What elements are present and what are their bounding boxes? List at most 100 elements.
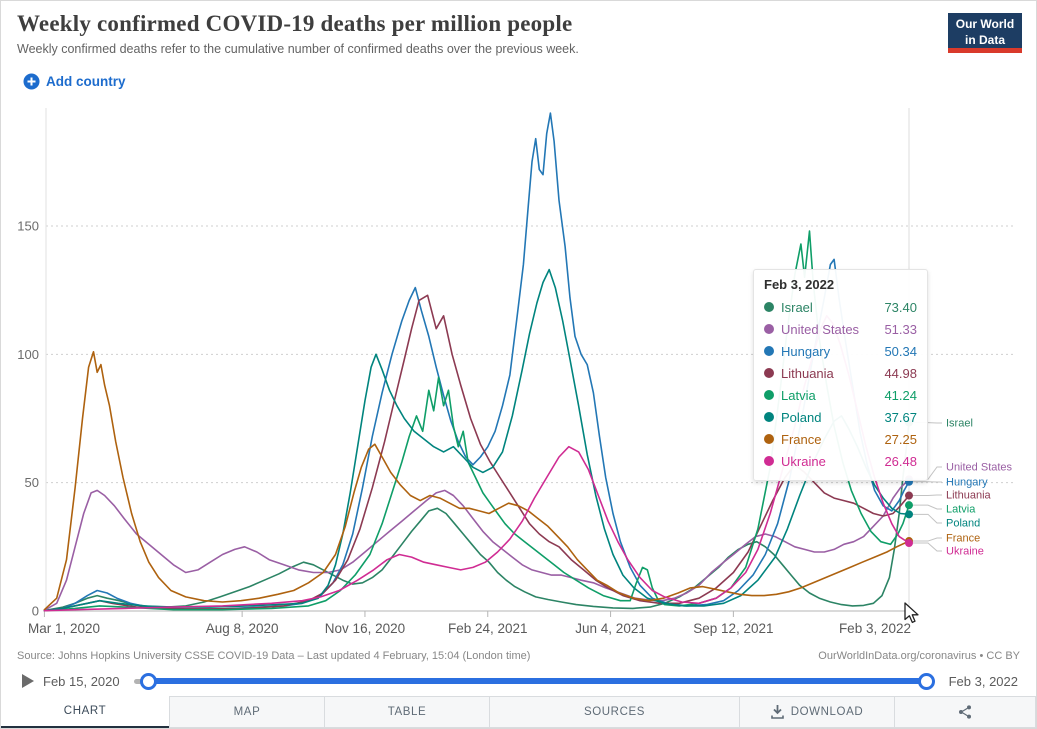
y-axis-tick-label: 50 (25, 475, 39, 490)
tab-download[interactable]: DOWNLOAD (739, 696, 895, 728)
series-end-dot (905, 491, 913, 500)
end-label-connector (913, 494, 942, 497)
series-end-dot (905, 539, 913, 548)
tooltip-series-name: Israel (781, 299, 813, 315)
end-label-connector (913, 537, 942, 542)
tooltip-series-dot (764, 302, 774, 312)
x-axis-tick-label: Jun 4, 2021 (575, 621, 646, 636)
add-country-button[interactable]: Add country (23, 73, 126, 90)
timeline-slider[interactable] (133, 672, 935, 690)
tooltip-series-value: 26.48 (884, 453, 917, 469)
tooltip-series-value: 73.40 (884, 299, 917, 315)
page-title: Weekly confirmed COVID-19 deaths per mil… (17, 11, 573, 36)
tab-map-label: MAP (233, 706, 261, 718)
tooltip-series-value: 37.67 (884, 409, 917, 425)
series-line-latvia[interactable] (43, 230, 910, 612)
owid-logo[interactable]: Our World in Data (948, 13, 1022, 53)
tooltip-series-name: Latvia (781, 387, 816, 403)
timeline-end-handle[interactable] (917, 672, 935, 690)
share-icon (959, 705, 971, 719)
tooltip-series-name: Poland (781, 409, 822, 425)
timeline-start-handle[interactable] (139, 672, 157, 690)
tooltip-date: Feb 3, 2022 (764, 277, 835, 292)
tab-bar: CHART MAP TABLE SOURCES DOWNLOAD (1, 696, 1036, 728)
x-axis-tick-label: Mar 1, 2020 (28, 621, 100, 636)
timeline-control: Feb 15, 2020 Feb 3, 2022 (1, 668, 1036, 694)
tooltip-series-dot (764, 390, 774, 400)
tooltip-series-value: 50.34 (884, 343, 917, 359)
tooltip-row: Lithuania 44.98 (764, 362, 917, 384)
chart-tooltip: Feb 3, 2022 Israel 73.40 United States 51.3… (753, 269, 928, 481)
x-axis-tick-label: Sep 12, 2021 (693, 621, 773, 636)
series-end-dot (905, 510, 913, 519)
series-end-label[interactable]: Poland (946, 518, 980, 530)
series-line-israel[interactable] (43, 421, 910, 612)
download-icon (770, 705, 784, 719)
chart-header: Weekly confirmed COVID-19 deaths per mil… (17, 11, 917, 56)
tooltip-series-value: 41.24 (884, 387, 917, 403)
owid-logo-line1: Our World (955, 17, 1015, 32)
tab-chart-label: CHART (63, 705, 107, 717)
tab-chart[interactable]: CHART (1, 696, 170, 728)
end-label-connector (913, 513, 942, 524)
tab-table-label: TABLE (387, 706, 427, 718)
tooltip-row: Ukraine 26.48 (764, 450, 917, 472)
series-end-label[interactable]: Latvia (946, 504, 976, 516)
owid-logo-red-strip (948, 48, 1022, 53)
tooltip-series-value: 51.33 (884, 321, 917, 337)
page-subtitle: Weekly confirmed deaths refer to the cum… (17, 42, 579, 56)
mouse-cursor-icon (904, 602, 919, 624)
tooltip-series-name: Lithuania (781, 365, 834, 381)
timeline-start-label: Feb 15, 2020 (43, 673, 120, 689)
tooltip-series-dot (764, 368, 774, 378)
end-label-connector (913, 542, 942, 552)
x-axis-tick-label: Feb 24, 2021 (448, 621, 528, 636)
tooltip-series-dot (764, 412, 774, 422)
tooltip-series-name: France (781, 431, 822, 447)
plus-circle-icon (23, 73, 40, 90)
license-link[interactable]: OurWorldInData.org/coronavirus • CC BY (818, 650, 1020, 662)
y-axis-tick-label: 150 (17, 219, 39, 234)
tooltip-series-value: 27.25 (884, 431, 917, 447)
tooltip-row: Israel 73.40 (764, 296, 917, 318)
tab-download-label: DOWNLOAD (790, 706, 864, 718)
series-end-label[interactable]: Ukraine (946, 546, 984, 558)
tooltip-series-dot (764, 434, 774, 444)
x-axis-tick-label: Aug 8, 2020 (206, 621, 279, 636)
series-end-dot (905, 501, 913, 510)
y-axis-tick-label: 100 (17, 347, 39, 362)
tooltip-series-value: 44.98 (884, 365, 917, 381)
tooltip-series-name: Hungary (781, 343, 831, 359)
tooltip-series-dot (764, 456, 774, 466)
series-end-label[interactable]: Israel (946, 418, 973, 430)
tab-map[interactable]: MAP (169, 696, 325, 728)
series-line-united-states[interactable] (43, 478, 910, 612)
add-country-label: Add country (46, 74, 126, 89)
series-end-label[interactable]: Lithuania (946, 490, 992, 502)
tab-sources[interactable]: SOURCES (489, 696, 740, 728)
series-end-label[interactable]: United States (946, 462, 1013, 474)
tooltip-row: United States 51.33 (764, 318, 917, 340)
source-row: Source: Johns Hopkins University CSSE CO… (17, 650, 1020, 662)
tooltip-row: Latvia 41.24 (764, 384, 917, 406)
tooltip-series-dot (764, 346, 774, 356)
series-line-france[interactable] (43, 350, 910, 611)
y-axis-tick-label: 0 (32, 604, 39, 619)
tab-share[interactable] (894, 696, 1036, 728)
series-end-label[interactable]: Hungary (946, 477, 988, 489)
series-line-poland[interactable] (43, 268, 910, 612)
x-axis-tick-label: Nov 16, 2020 (325, 621, 405, 636)
tab-table[interactable]: TABLE (324, 696, 490, 728)
end-label-connector (913, 504, 942, 510)
tooltip-row: France 27.25 (764, 428, 917, 450)
source-text: Source: Johns Hopkins University CSSE CO… (17, 650, 531, 662)
series-end-label[interactable]: France (946, 533, 980, 545)
tooltip-series-name: United States (781, 321, 860, 337)
timeline-track-active[interactable] (146, 678, 928, 684)
tooltip-row: Poland 37.67 (764, 406, 917, 428)
tooltip-row: Hungary 50.34 (764, 340, 917, 362)
tab-sources-label: SOURCES (583, 706, 646, 718)
play-icon[interactable] (21, 673, 35, 689)
tooltip-series-name: Ukraine (781, 453, 826, 469)
